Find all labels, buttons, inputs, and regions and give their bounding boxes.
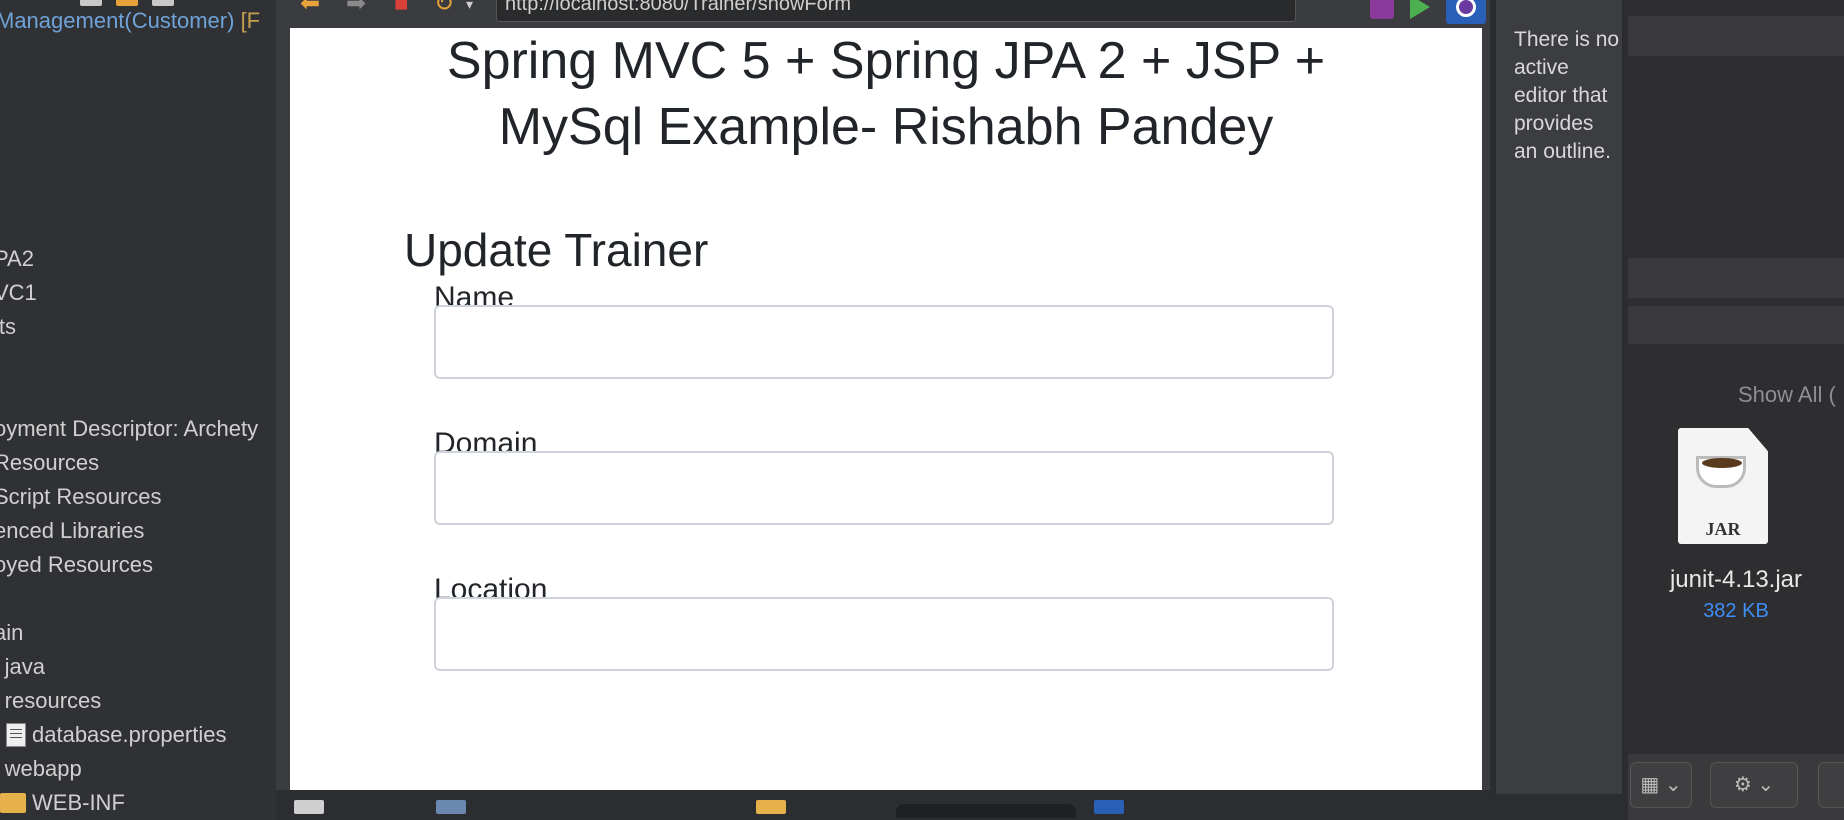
gear-icon: ⚙ ⌄	[1733, 774, 1775, 796]
tree-item-label: enced Libraries	[0, 518, 145, 543]
tree-item[interactable]: Resources	[0, 448, 99, 478]
tree-item[interactable]: enced Libraries	[0, 516, 144, 546]
active-editor-tab[interactable]	[896, 804, 1076, 818]
tree-item[interactable]: PA2	[0, 244, 34, 274]
file-name[interactable]: junit-4.13.jar	[1669, 566, 1803, 593]
share-button[interactable]	[1818, 762, 1844, 808]
file-tab-icon[interactable]	[436, 800, 466, 814]
project-suffix: [F	[240, 8, 261, 33]
project-explorer: Management(Customer) [F PA2 VC1 lts oyme…	[0, 0, 276, 820]
properties-file-icon	[6, 723, 26, 747]
chevron-down-icon[interactable]: ▾	[466, 0, 474, 12]
finder-pane: Show All ( JAR junit-4.13.jar 382 KB ▦ ⌄…	[1628, 0, 1844, 820]
tree-item-label: oyment Descriptor: Archety	[0, 416, 259, 441]
jar-file-icon[interactable]: JAR	[1678, 428, 1768, 544]
folder-tab-icon[interactable]	[756, 800, 786, 814]
tree-item-label: database.properties	[32, 722, 227, 747]
tree-item-label: lts	[0, 314, 16, 339]
internal-browser: ⬅ ➡ ■ ↻ ▾ http://localhost:8080/Trainer/…	[276, 0, 1490, 820]
jar-label: JAR	[1705, 519, 1741, 539]
file-size: 382 KB	[1703, 600, 1769, 622]
page-heading: Spring MVC 5 + Spring JPA 2 + JSP + MySq…	[290, 28, 1482, 160]
settings-button[interactable]: ⚙ ⌄	[1710, 762, 1798, 808]
tree-item[interactable]: ›java	[0, 652, 45, 682]
arrow-right-icon[interactable]: ➡	[346, 0, 367, 17]
tree-item-label: VC1	[0, 280, 37, 305]
tree-item[interactable]: VC1	[0, 278, 37, 308]
tree-item-label: oyed Resources	[0, 552, 153, 577]
finder-band	[1628, 306, 1844, 344]
folder-icon	[0, 793, 26, 813]
browser-toolbar: ⬅ ➡ ■ ↻ ▾ http://localhost:8080/Trainer/…	[276, 0, 1490, 28]
location-input[interactable]	[434, 597, 1334, 671]
show-all-link[interactable]: Show All (	[1738, 382, 1836, 407]
link-editor-icon[interactable]	[116, 0, 138, 6]
tree-item[interactable]: ain	[0, 618, 23, 648]
collapse-all-icon[interactable]	[80, 0, 102, 6]
form-title: Update Trainer	[404, 224, 709, 276]
heading-line-1: Spring MVC 5 + Spring JPA 2 + JSP +	[446, 32, 1326, 90]
run-icon[interactable]	[1410, 0, 1430, 19]
tree-item-label: Script Resources	[0, 484, 162, 509]
project-title[interactable]: Management(Customer) [F	[0, 8, 260, 34]
outline-panel: There is no active editor that provides …	[1494, 0, 1624, 794]
file-tab-icon[interactable]	[1094, 800, 1124, 814]
editor-tab-bar	[276, 790, 1490, 820]
project-name: Management(Customer)	[0, 8, 235, 33]
tree-item[interactable]: ›webapp	[0, 754, 82, 784]
tree-item-file[interactable]: database.properties	[6, 720, 226, 750]
finder-band	[1628, 258, 1844, 298]
tree-item-folder[interactable]: WEB-INF	[0, 788, 125, 818]
tree-item-label: java	[4, 654, 46, 679]
view-options-button[interactable]: ▦ ⌄	[1630, 762, 1692, 808]
tree-item-label: resources	[4, 688, 102, 713]
tree-item[interactable]: oyment Descriptor: Archety	[0, 414, 258, 444]
refresh-icon[interactable]: ↻	[434, 0, 455, 17]
coffee-icon	[1702, 458, 1742, 468]
explorer-toolbar	[80, 0, 174, 8]
tree-item-label: PA2	[0, 246, 34, 271]
browser-viewport: Spring MVC 5 + Spring JPA 2 + JSP + MySq…	[290, 28, 1482, 790]
eclipse-icon[interactable]	[1446, 0, 1486, 24]
file-tab-icon[interactable]	[294, 800, 324, 814]
tree-item[interactable]: oyed Resources	[0, 550, 153, 580]
tree-item[interactable]: lts	[0, 312, 16, 342]
view-menu-icon[interactable]	[152, 0, 174, 6]
tree-item-label: WEB-INF	[32, 790, 125, 815]
tree-item[interactable]: Script Resources	[0, 482, 162, 512]
arrow-left-icon[interactable]: ⬅	[300, 0, 321, 17]
finder-header-band	[1628, 16, 1844, 56]
run-toolbar	[1370, 0, 1486, 24]
url-input[interactable]: http://localhost:8080/Trainer/showForm	[496, 0, 1296, 22]
tree-item-label: ain	[0, 620, 24, 645]
tree-item-label: webapp	[4, 756, 82, 781]
name-input[interactable]	[434, 305, 1334, 379]
grid-view-icon: ▦ ⌄	[1640, 774, 1682, 796]
heading-line-2: MySql Example- Rishabh Pandey	[498, 98, 1274, 156]
stop-icon[interactable]: ■	[394, 0, 409, 17]
domain-input[interactable]	[434, 451, 1334, 525]
tree-item[interactable]: ›resources	[0, 686, 102, 716]
tree-item-label: Resources	[0, 450, 100, 475]
outline-message: There is no active editor that provides …	[1514, 28, 1620, 163]
extension-icon[interactable]	[1370, 0, 1394, 19]
